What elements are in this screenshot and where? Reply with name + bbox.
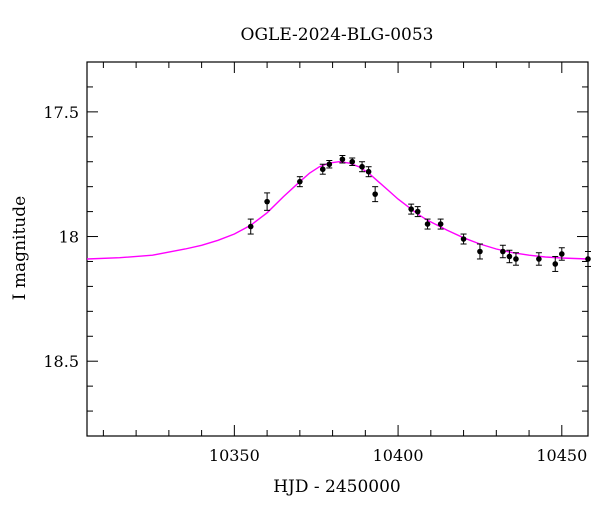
- data-point: [585, 256, 591, 262]
- data-point: [536, 256, 542, 262]
- data-point: [460, 236, 467, 242]
- data-point: [477, 248, 483, 255]
- data-point: [319, 166, 326, 173]
- data-point: [326, 161, 333, 168]
- data-point: [414, 208, 421, 215]
- data-point: [506, 253, 513, 260]
- y-tick-label: 17.5: [43, 103, 79, 122]
- data-point: [500, 248, 506, 255]
- data-point: [297, 178, 303, 185]
- y-axis-label: I magnitude: [10, 196, 30, 300]
- y-tick-label: 18: [59, 228, 79, 247]
- data-point: [424, 221, 431, 227]
- x-tick-label: 10400: [373, 446, 424, 465]
- chart-title: OGLE-2024-BLG-0053: [241, 25, 434, 45]
- y-tick-label: 18.5: [43, 352, 79, 371]
- plot-frame: [86, 61, 589, 437]
- model-curve: [87, 160, 588, 260]
- data-point: [264, 198, 270, 205]
- x-tick-label: 10350: [209, 446, 260, 465]
- data-point: [513, 256, 519, 262]
- data-point: [552, 261, 559, 267]
- data-point: [408, 206, 414, 212]
- data-point: [559, 251, 565, 257]
- data-point: [349, 158, 356, 165]
- data-point: [359, 163, 365, 170]
- data-point: [339, 156, 346, 163]
- x-axis-label: HJD - 2450000: [273, 477, 401, 497]
- data-point: [247, 223, 254, 230]
- x-tick-label: 10450: [536, 446, 587, 465]
- data-point: [365, 168, 372, 175]
- data-point: [372, 191, 378, 197]
- data-point: [437, 221, 444, 227]
